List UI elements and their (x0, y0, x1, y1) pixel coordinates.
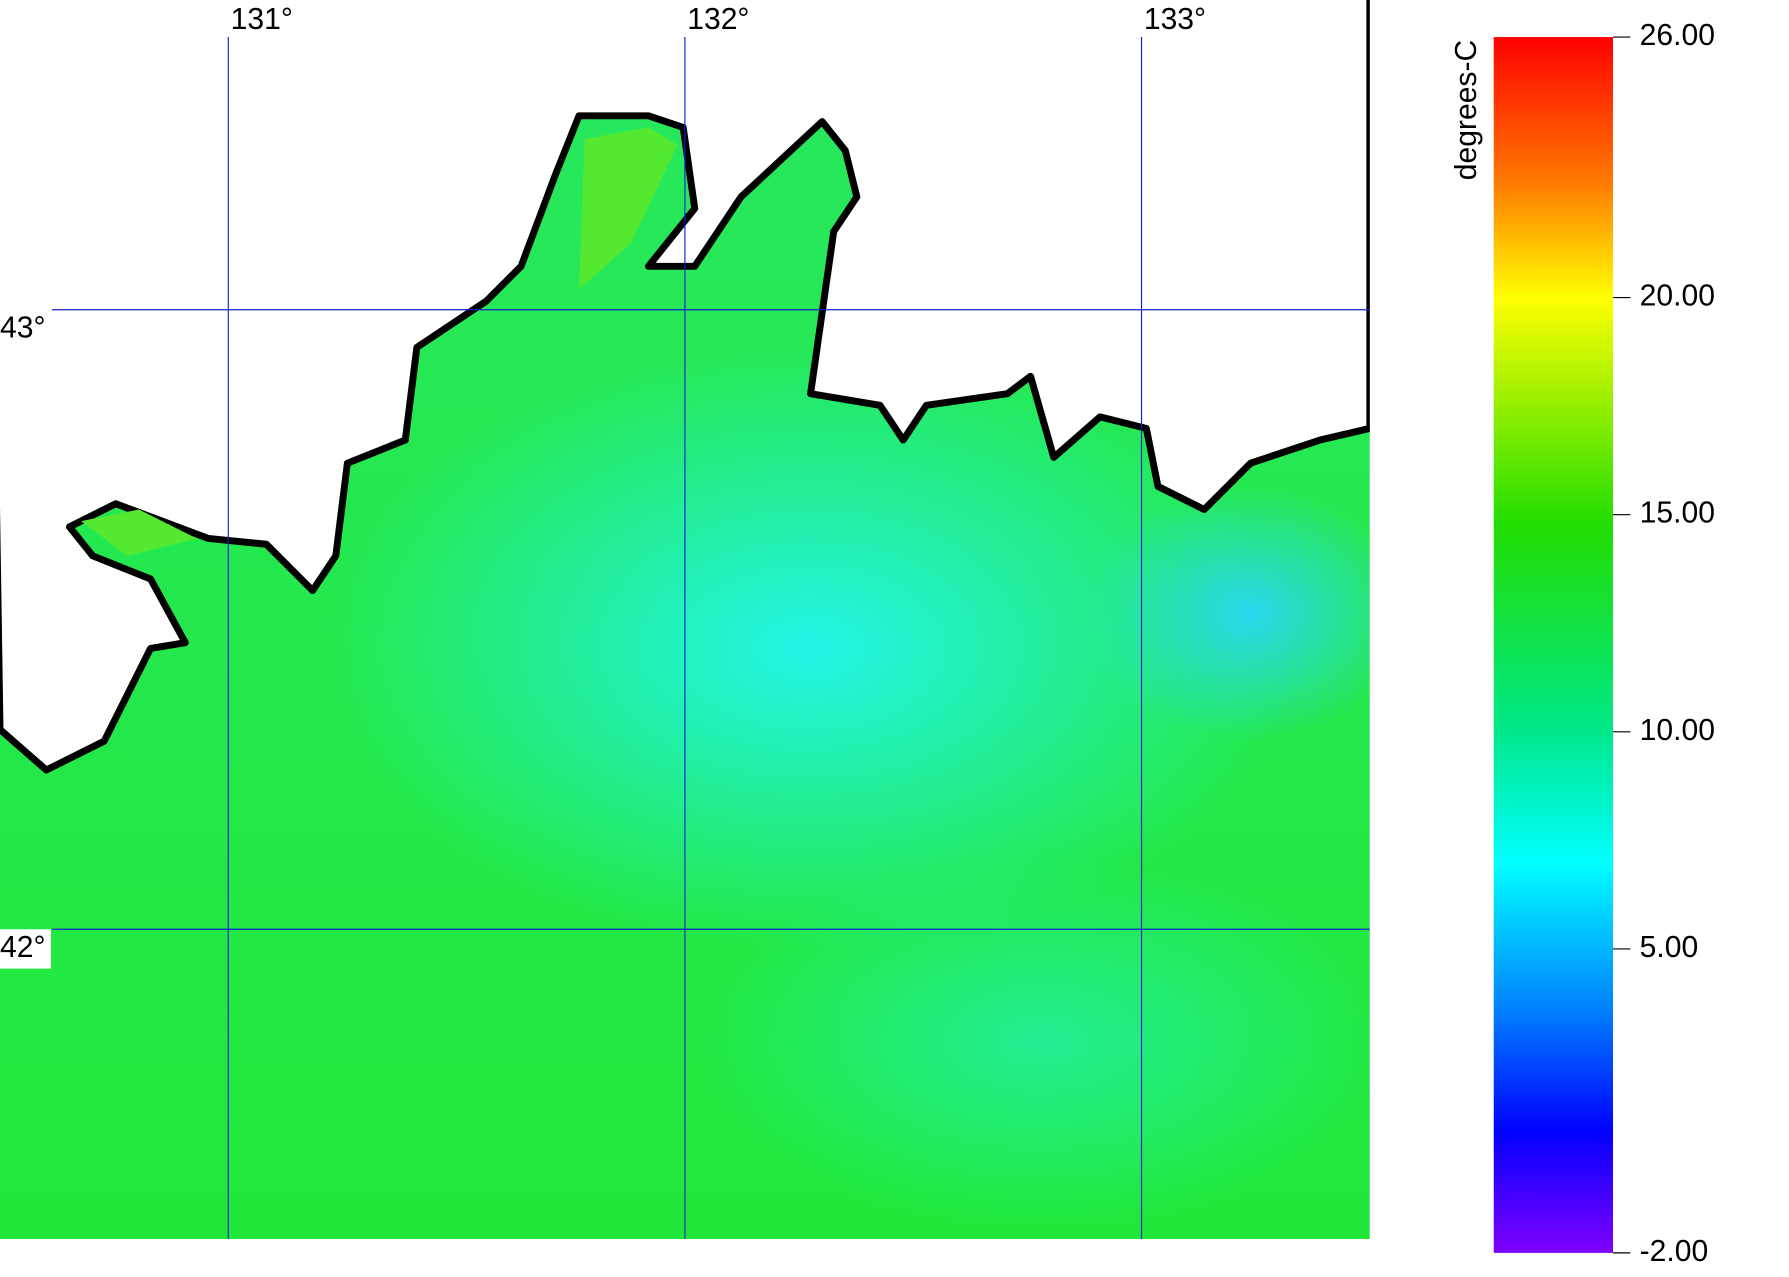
lat-label-bg (0, 929, 51, 969)
land (0, 0, 1370, 774)
colorbar-tick-label: 26.00 (1640, 19, 1715, 52)
lat-label: 42° (0, 931, 46, 964)
colorbar-tick-label: 15.00 (1640, 497, 1715, 530)
colorbar-tick-label: -2.00 (1640, 1235, 1709, 1268)
lon-label: 131° (231, 3, 293, 36)
colorbar (1493, 37, 1613, 1253)
colorbar-label: degrees-C (1450, 40, 1483, 181)
lon-label: 133° (1144, 3, 1206, 36)
lon-label: 132° (687, 3, 749, 36)
colorbar-tick-label: 5.00 (1640, 931, 1699, 964)
colorbar-tick-label: 20.00 (1640, 280, 1715, 313)
sst-field (0, 0, 1370, 1239)
lat-label: 43° (0, 311, 46, 344)
bay (578, 127, 678, 290)
colorbar-tick-label: 10.00 (1640, 714, 1715, 747)
lat-label-bg (0, 309, 51, 350)
bay (81, 509, 197, 556)
